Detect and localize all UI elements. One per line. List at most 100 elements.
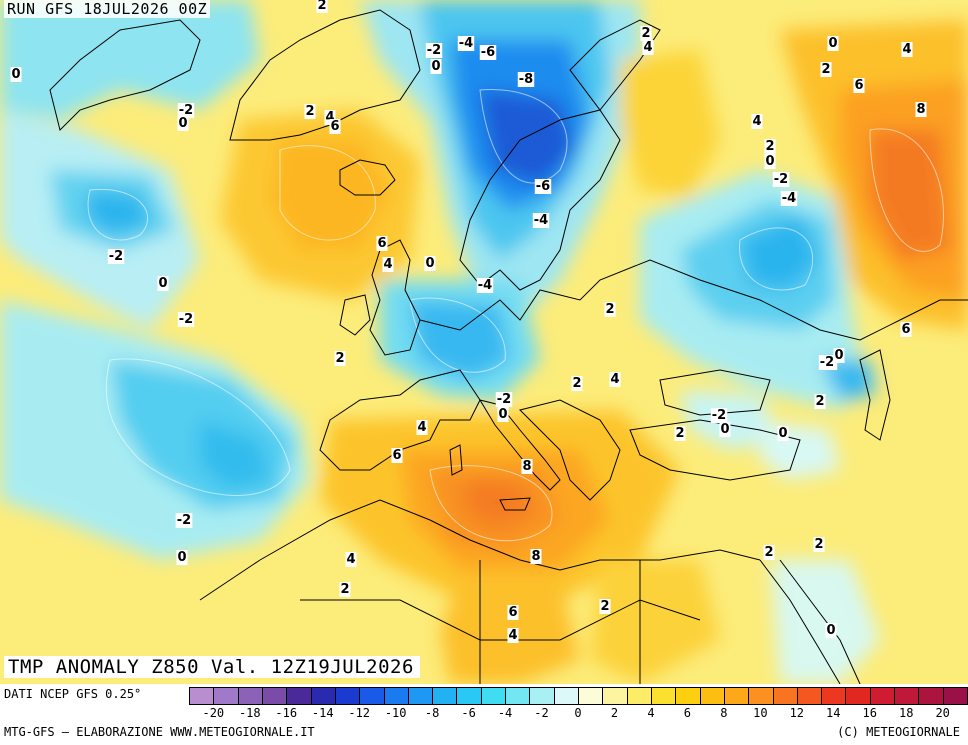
colorbar-swatch	[699, 687, 725, 705]
contour-label: 4	[383, 257, 392, 272]
contour-label: -2	[774, 172, 788, 187]
contour-label: -4	[459, 36, 473, 51]
contour-label-background	[640, 26, 652, 41]
contour-label: 4	[643, 40, 652, 55]
contour-label: 4	[346, 552, 355, 567]
contour-label-background	[517, 72, 535, 87]
colorbar-tick-label: 2	[610, 706, 619, 720]
contour-label-background	[177, 312, 195, 327]
contour-label-background	[382, 257, 394, 272]
contour-label: -2	[427, 43, 441, 58]
colorbar-tick-label: -18	[238, 706, 261, 720]
contour-label-background	[915, 102, 927, 117]
contour-label-background	[900, 322, 912, 337]
contour-label-background	[521, 459, 533, 474]
contour-label: 2	[572, 376, 581, 391]
contour-label: 0	[778, 426, 787, 441]
contour-label-background	[497, 407, 509, 422]
colorbar-swatch	[553, 687, 579, 705]
contour-label-background	[479, 45, 497, 60]
contour-label: -4	[478, 278, 492, 293]
contour-label-background	[345, 552, 357, 567]
contour-label-background	[772, 172, 790, 187]
colorbar-swatch	[578, 687, 604, 705]
contour-label-background	[674, 426, 686, 441]
colorbar-tick-label: -12	[348, 706, 371, 720]
colorbar-swatch	[748, 687, 774, 705]
colorbar-swatch	[796, 687, 823, 705]
colorbar-tick-label: 0	[574, 706, 582, 720]
contour-label: 8	[522, 459, 531, 474]
credit-label: MTG-GFS — ELABORAZIONE WWW.METEOGIORNALE…	[4, 725, 315, 739]
colorbar-tick-label: 14	[826, 706, 841, 720]
contour-label: 2	[821, 62, 830, 77]
colorbar-tick-label: -2	[534, 706, 549, 720]
contour-label: 4	[325, 110, 334, 125]
contour-label: -2	[109, 249, 123, 264]
contour-label-background	[391, 448, 403, 463]
contour-label: 0	[431, 59, 440, 74]
contour-label-background	[751, 114, 763, 129]
contour-label: 0	[720, 422, 729, 437]
colorbar-swatch	[845, 687, 871, 705]
colorbar-swatch	[723, 687, 750, 705]
temperature-anomaly-map: 2 0 -2 0 2 4 6 -2 0 -4 -6 -8 2 4 0 4 2 6 8 4 2 0 -2 -4 -6 -4 -2 0 6 4…	[0, 0, 968, 684]
colorbar-tick-label: 8	[720, 706, 728, 720]
colorbar-tick-label: 10	[753, 706, 768, 720]
contour-label-background	[642, 40, 654, 55]
isotherm-lines	[87, 89, 944, 542]
contour-label: 2	[675, 426, 684, 441]
contour-label-background	[813, 537, 825, 552]
colorbar-swatch	[286, 687, 312, 705]
contour-label-background	[329, 119, 341, 134]
colorbar-swatch	[626, 687, 652, 705]
contour-label-background	[833, 348, 845, 363]
contour-label: 2	[340, 582, 349, 597]
contour-label: -6	[481, 45, 495, 60]
contour-label: 0	[178, 116, 187, 131]
contour-label: 6	[330, 119, 339, 134]
contour-label: 6	[508, 605, 517, 620]
colorbar	[189, 687, 968, 705]
contour-label: 0	[177, 550, 186, 565]
contour-label-background	[530, 549, 542, 564]
colorbar-swatch	[675, 687, 701, 705]
contour-label: 0	[765, 154, 774, 169]
contour-label-background	[10, 67, 22, 82]
contour-label-background	[534, 179, 552, 194]
contour-label: 2	[305, 104, 314, 119]
colorbar-swatch	[821, 687, 847, 705]
contour-label-background	[495, 392, 513, 407]
contour-label-background	[324, 110, 336, 125]
colorbar-swatch	[942, 687, 968, 705]
contour-label-background	[780, 191, 798, 206]
contour-label: 2	[815, 394, 824, 409]
run-title: RUN GFS 18JUL2026 00Z	[4, 0, 211, 18]
colorbar-swatch	[529, 687, 555, 705]
contour-label: 8	[916, 102, 925, 117]
colorbar-tick-label: -6	[461, 706, 476, 720]
colorbar-tick-label: -8	[424, 706, 440, 720]
colorbar-tick-label: -4	[497, 706, 513, 720]
contour-label: 4	[417, 420, 426, 435]
contour-label: 6	[901, 322, 910, 337]
contour-label: 4	[902, 42, 911, 57]
contour-label-background	[157, 276, 169, 291]
contour-label-background	[901, 42, 913, 57]
contour-label-background	[599, 599, 611, 614]
colorbar-swatch	[237, 687, 263, 705]
contour-label-background	[177, 103, 195, 118]
contour-label: 0	[828, 36, 837, 51]
colorbar-swatch	[359, 687, 385, 705]
colorbar-swatch	[310, 687, 336, 705]
colorbar-swatch	[918, 687, 944, 705]
contour-label: 0	[158, 276, 167, 291]
contour-label-background	[424, 256, 436, 271]
contour-label: 2	[317, 0, 326, 13]
contour-label-background	[507, 605, 519, 620]
contour-label: -6	[536, 179, 550, 194]
contour-label-background	[710, 408, 728, 423]
colorbar-swatch	[261, 687, 288, 705]
contour-label: -2	[820, 355, 834, 370]
colorbar-tick-label: -16	[275, 706, 298, 720]
